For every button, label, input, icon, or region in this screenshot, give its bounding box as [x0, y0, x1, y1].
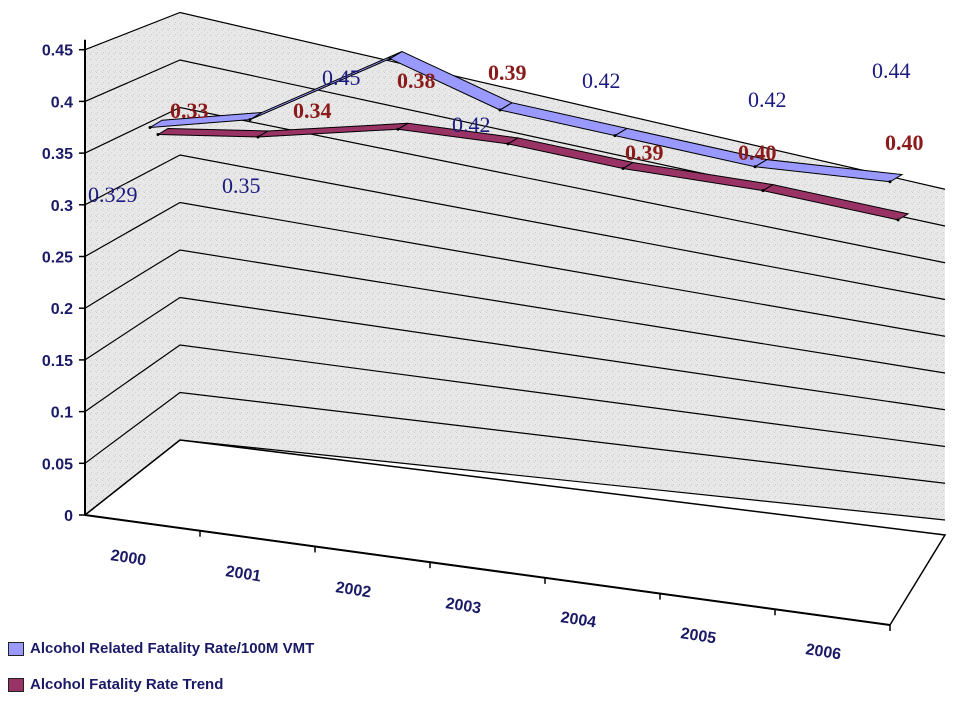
data-label-actual: 0.44: [872, 58, 911, 83]
data-point-actual: [888, 180, 892, 184]
data-point-trend: [761, 189, 765, 193]
gridline: [84, 154, 946, 301]
gridline: [84, 344, 946, 448]
y-tick-label: 0.05: [42, 456, 73, 473]
data-point-trend: [506, 142, 510, 146]
left-wall: [85, 12, 180, 515]
data-label-actual: 0.329: [88, 182, 138, 207]
gridline: [84, 249, 946, 374]
data-label-trend: 0.39: [488, 60, 527, 85]
data-point-actual: [613, 134, 617, 138]
gridline: [84, 106, 946, 264]
ribbon-segment-trend: [761, 184, 910, 221]
y-tick-label: 0: [64, 508, 73, 525]
axes: [84, 39, 891, 626]
gridline: [84, 59, 946, 227]
x-tick-label: 2003: [444, 595, 482, 617]
y-tick-label: 0.4: [51, 94, 73, 111]
data-label-trend: 0.40: [885, 130, 924, 155]
data-point-trend: [156, 133, 160, 136]
y-tick-label: 0.15: [42, 353, 73, 370]
gridline: [84, 201, 946, 337]
y-tick-label: 0.45: [42, 43, 73, 60]
legend-item-actual: Alcohol Related Fatality Rate/100M VMT: [8, 640, 314, 657]
x-tick-label: 2001: [224, 563, 262, 585]
gridlines: [84, 11, 946, 521]
x-tick-label: 2005: [679, 625, 717, 647]
data-point-trend: [396, 127, 400, 131]
x-axis-ticks: 2000 2001 2002 2003 2004 2005 2006: [109, 530, 891, 664]
y-tick-label: 0.2: [51, 301, 73, 318]
data-point-trend: [896, 218, 900, 222]
plot-walls: [83, 12, 947, 626]
data-point-trend: [256, 135, 260, 139]
x-tick-label: 2000: [109, 547, 147, 569]
y-tick-label: 0.25: [42, 250, 73, 267]
x-tick-label: 2006: [804, 641, 842, 663]
data-point-trend: [621, 167, 625, 171]
series-ribbons: [148, 50, 910, 222]
legend-label-trend: Alcohol Fatality Rate Trend: [30, 676, 224, 693]
data-point-actual: [148, 125, 152, 129]
y-axis-ticks: 0 0.05 0.1 0.15 0.2 0.25 0.3 0.35 0.4 0.45: [42, 43, 85, 525]
data-label-actual: 0.45: [322, 65, 361, 90]
data-label-actual: 0.35: [222, 173, 261, 198]
legend-swatch-actual: [8, 641, 24, 656]
data-point-actual: [388, 57, 392, 61]
back-wall: [180, 12, 945, 520]
data-labels: 0.33 0.34 0.38 0.39 0.39 0.40 0.40 0.329 0.35 0.4…: [88, 58, 924, 207]
gridline: [84, 11, 946, 190]
ribbon-segment-actual: [753, 159, 904, 183]
data-label-actual: 0.42: [582, 68, 621, 93]
x-tick-label: 2004: [559, 609, 597, 631]
gridline: [84, 296, 946, 411]
data-label-trend: 0.33: [170, 98, 209, 123]
legend-item-trend: Alcohol Fatality Rate Trend: [8, 676, 223, 693]
legend-label-actual: Alcohol Related Fatality Rate/100M VMT: [30, 640, 315, 657]
data-point-actual: [248, 118, 252, 122]
legend-swatch-trend: [8, 677, 24, 692]
x-tick-label: 2002: [334, 579, 372, 601]
gridline: [84, 439, 946, 521]
x-axis-line: [84, 514, 891, 626]
data-label-trend: 0.34: [293, 98, 332, 123]
data-label-trend: 0.38: [397, 68, 436, 93]
y-tick-label: 0.3: [51, 198, 73, 215]
data-label-trend: 0.39: [625, 140, 664, 165]
data-point-actual: [753, 165, 757, 169]
y-tick-label: 0.1: [51, 405, 73, 422]
data-label-trend: 0.40: [738, 140, 777, 165]
data-label-actual: 0.42: [452, 112, 491, 137]
y-tick-label: 0.35: [42, 146, 73, 163]
data-label-actual: 0.42: [748, 87, 787, 112]
data-point-actual: [498, 108, 502, 112]
gridline: [84, 391, 946, 484]
